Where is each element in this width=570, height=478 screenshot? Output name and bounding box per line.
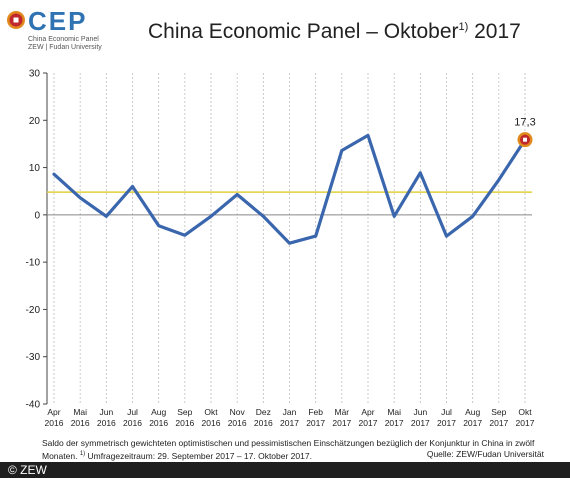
chart-title-main: China Economic Panel – Oktober <box>148 20 459 43</box>
x-tick-label-month: Jun <box>99 407 113 417</box>
y-tick-label: 30 <box>29 69 41 80</box>
x-tick-label-month: Mai <box>73 407 87 417</box>
y-tick-label: 10 <box>29 163 41 174</box>
x-tick-label-month: Jan <box>283 407 297 417</box>
x-tick-label-year: 2017 <box>306 418 325 428</box>
x-tick-label-year: 2016 <box>202 418 221 428</box>
x-tick-label-year: 2017 <box>359 418 378 428</box>
x-tick-label-year: 2017 <box>437 418 456 428</box>
footer-bar: © ZEW <box>0 462 570 478</box>
x-tick-label-year: 2016 <box>45 418 64 428</box>
chart-caption: Saldo der symmetrisch gewichteten optimi… <box>42 438 552 462</box>
logo-subtitle-2: ZEW | Fudan University <box>28 44 102 51</box>
x-tick-label-year: 2017 <box>332 418 351 428</box>
caption-footnote-mark: 1) <box>79 451 86 457</box>
y-tick-label: -10 <box>26 258 41 269</box>
x-tick-label-month: Jul <box>127 407 138 417</box>
x-tick-label-year: 2016 <box>149 418 168 428</box>
x-tick-label-month: Mai <box>387 407 401 417</box>
x-tick-label-month: Aug <box>465 407 480 417</box>
x-tick-label-month: Sep <box>491 407 506 417</box>
x-tick-label-year: 2016 <box>97 418 116 428</box>
x-tick-label-year: 2017 <box>280 418 299 428</box>
x-tick-label-month: Jul <box>441 407 452 417</box>
cep-logo: CEP China Economic Panel ZEW | Fudan Uni… <box>4 6 139 52</box>
caption-text-2: Umfragezeitraum: 29. September 2017 – 17… <box>85 450 312 461</box>
x-tick-label-month: Sep <box>177 407 192 417</box>
caption-text-1: Saldo der symmetrisch gewichteten optimi… <box>42 438 535 461</box>
x-tick-label-month: Aug <box>151 407 166 417</box>
cep-logo-icon <box>7 11 25 29</box>
x-tick-label-year: 2016 <box>228 418 247 428</box>
x-tick-label-year: 2017 <box>411 418 430 428</box>
last-point-label: 17,3 <box>514 117 535 129</box>
x-tick-label-year: 2016 <box>71 418 90 428</box>
x-tick-label-year: 2017 <box>516 418 535 428</box>
last-point-marker-center <box>523 137 527 142</box>
chart-source: Quelle: ZEW/Fudan Universität <box>426 449 544 459</box>
y-tick-label: -20 <box>26 305 41 316</box>
title-footnote-mark: 1) <box>458 21 469 33</box>
x-tick-label-month: Nov <box>230 407 246 417</box>
x-tick-label-year: 2017 <box>463 418 482 428</box>
logo-name: CEP <box>28 6 88 36</box>
x-tick-label-month: Jun <box>413 407 427 417</box>
y-tick-label: 0 <box>34 210 40 221</box>
y-tick-label: 20 <box>29 116 41 127</box>
x-tick-label-year: 2017 <box>385 418 404 428</box>
x-tick-label-month: Okt <box>204 407 218 417</box>
chart-title-year: 2017 <box>474 20 521 43</box>
x-tick-label-month: Apr <box>361 407 374 417</box>
copyright-text: © ZEW <box>8 463 47 477</box>
logo-subtitle-1: China Economic Panel <box>28 36 99 43</box>
x-tick-label-month: Mär <box>335 407 350 417</box>
y-tick-label: -40 <box>26 400 41 411</box>
x-tick-label-month: Okt <box>518 407 532 417</box>
x-tick-label-month: Apr <box>47 407 60 417</box>
x-tick-label-month: Feb <box>308 407 323 417</box>
x-tick-label-year: 2016 <box>123 418 142 428</box>
series-line <box>52 133 527 245</box>
x-tick-label-month: Dez <box>256 407 271 417</box>
y-tick-label: -30 <box>26 352 41 363</box>
x-tick-label-year: 2016 <box>254 418 273 428</box>
x-tick-label-year: 2017 <box>489 418 508 428</box>
x-tick-label-year: 2016 <box>175 418 194 428</box>
chart-title: China Economic Panel – Oktober1) 2017 <box>148 20 521 44</box>
line-chart: 3020100-10-20-30-40Apr2016Mai2016Jun2016… <box>26 69 536 429</box>
